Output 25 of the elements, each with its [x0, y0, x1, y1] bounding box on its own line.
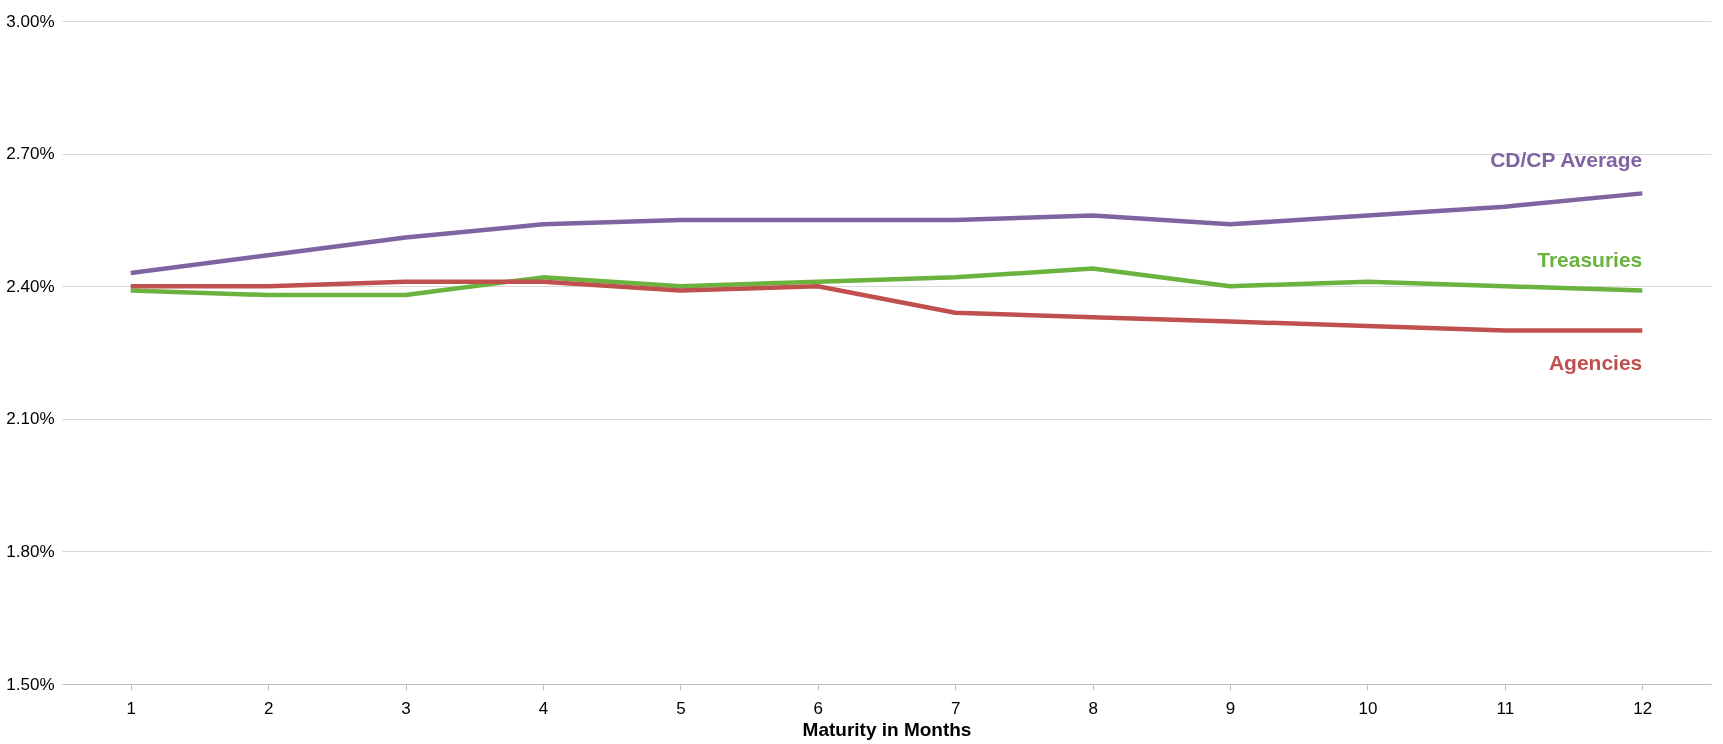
x-tick-label: 12: [1633, 698, 1653, 718]
y-tick-label: 3.00%: [6, 11, 55, 31]
x-tick-label: 5: [676, 698, 686, 718]
x-axis-title: Maturity in Months: [802, 718, 972, 740]
x-tick-label: 3: [401, 698, 411, 718]
y-tick-label: 2.10%: [6, 409, 55, 429]
y-tick-label: 1.50%: [6, 674, 55, 694]
x-tick-label: 7: [950, 698, 961, 718]
y-tick-label: 1.80%: [6, 541, 55, 561]
x-tick-label: 8: [1088, 698, 1098, 718]
line-series: [128, 191, 1645, 276]
series-label: CD/CP Average: [1490, 148, 1643, 172]
series-label: Treasuries: [1537, 247, 1643, 271]
x-tick-label: 10: [1358, 698, 1378, 718]
line-series: [128, 279, 1645, 333]
x-tick-label: 6: [813, 698, 824, 718]
x-tick-label: 4: [538, 698, 549, 718]
y-tick-label: 2.40%: [6, 276, 55, 296]
x-tick-label: 9: [1225, 698, 1236, 718]
x-tick-label: 11: [1496, 698, 1515, 718]
x-tick-label: 1: [126, 698, 136, 718]
series-label: Agencies: [1548, 351, 1643, 375]
y-tick-label: 2.70%: [6, 144, 55, 164]
line-series: [128, 266, 1645, 298]
x-tick-label: 2: [263, 698, 274, 718]
